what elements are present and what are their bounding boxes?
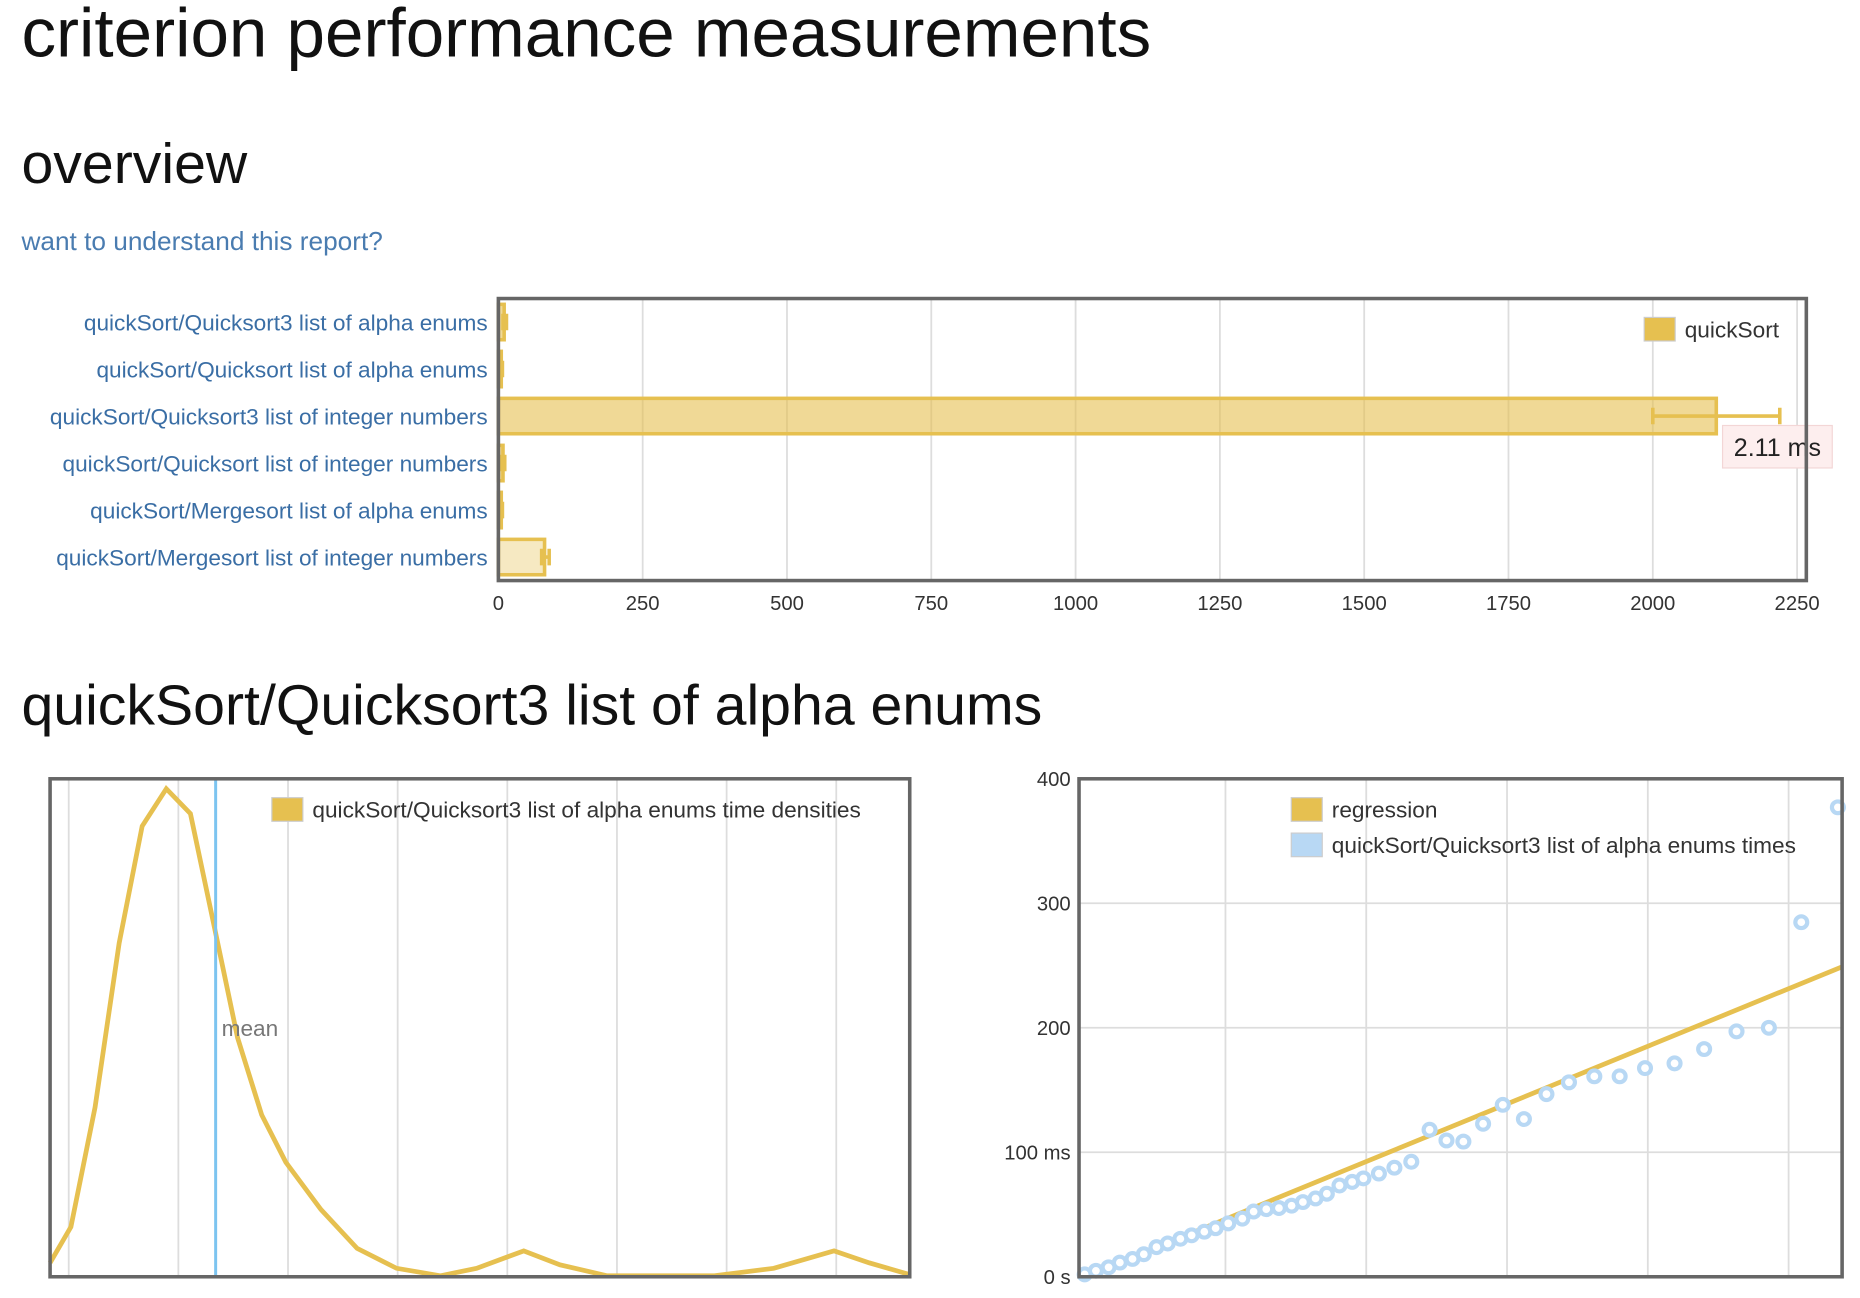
time-point	[1183, 1227, 1200, 1244]
annotation-label: mean	[222, 1016, 279, 1041]
error-bar	[539, 548, 551, 566]
y-tick-label: 100 ms	[1004, 1142, 1070, 1164]
tooltip-box	[1721, 424, 1833, 469]
legend-swatch	[1290, 797, 1323, 822]
x-tick-label: 2000	[1630, 593, 1675, 615]
y-tick-label: 300	[1037, 893, 1071, 915]
error-bar	[498, 501, 505, 519]
time-point	[1728, 1023, 1745, 1040]
x-tick-label: 750	[914, 593, 948, 615]
time-point	[1087, 1262, 1104, 1279]
bar	[496, 396, 1719, 436]
category-label: quickSort/Quicksort list of integer numb…	[62, 451, 487, 476]
time-point	[1207, 1220, 1224, 1237]
overview-heading: overview	[21, 132, 248, 196]
category-label: quickSort/Mergesort list of alpha enums	[90, 498, 487, 523]
plot-frame	[496, 296, 1809, 583]
x-tick-label: 1750	[1486, 593, 1531, 615]
y-tick-label: 0 s	[1044, 1267, 1071, 1289]
time-point	[1560, 1074, 1578, 1091]
x-tick-label: 1000	[1053, 593, 1098, 615]
help-link[interactable]: want to understand this report?	[20, 226, 382, 256]
error-bar	[498, 360, 505, 378]
x-tick-label: 500	[770, 593, 804, 615]
time-point	[1370, 1165, 1387, 1182]
time-point	[1438, 1132, 1455, 1149]
time-point	[1793, 914, 1810, 931]
error-bar	[501, 313, 509, 331]
legend-swatch	[271, 797, 304, 822]
time-point	[1234, 1210, 1251, 1227]
category-label: quickSort/Quicksort3 list of alpha enums	[84, 310, 488, 335]
legend-label: quickSort/Quicksort3 list of alpha enums…	[312, 798, 860, 823]
time-point	[1421, 1121, 1438, 1138]
time-point	[1331, 1177, 1348, 1194]
time-point	[1494, 1096, 1511, 1113]
time-point	[1455, 1133, 1472, 1150]
legend-label: quickSort	[1685, 318, 1780, 343]
time-point	[1135, 1246, 1152, 1263]
category-label: quickSort/Mergesort list of integer numb…	[56, 545, 487, 570]
time-point	[1636, 1060, 1654, 1077]
bar	[496, 537, 547, 577]
time-point	[1111, 1254, 1128, 1271]
section-heading: quickSort/Quicksort3 list of alpha enums	[21, 674, 1042, 738]
legend-label: regression	[1332, 798, 1438, 823]
legend-swatch	[1290, 832, 1323, 858]
time-point	[1666, 1055, 1683, 1072]
time-point	[1355, 1170, 1372, 1187]
y-tick-label: 400	[1037, 769, 1071, 791]
page-title: criterion performance measurements	[21, 0, 1151, 72]
time-point	[1386, 1159, 1403, 1176]
time-point	[1538, 1086, 1555, 1103]
time-point	[1696, 1041, 1713, 1058]
time-point	[1294, 1194, 1311, 1211]
error-bar	[1651, 407, 1782, 425]
legend-swatch	[1643, 316, 1676, 342]
plot-frame	[48, 777, 912, 1279]
x-tick-label: 1500	[1342, 593, 1387, 615]
time-point	[1318, 1185, 1335, 1202]
category-label: quickSort/Quicksort list of alpha enums	[96, 357, 487, 382]
time-point	[1403, 1153, 1420, 1170]
time-point	[1760, 1019, 1777, 1036]
plot-frame	[1077, 777, 1844, 1279]
time-point	[1270, 1200, 1287, 1217]
time-point	[1159, 1235, 1176, 1252]
time-point	[1220, 1215, 1237, 1232]
time-point	[1611, 1068, 1628, 1085]
x-tick-label: 2250	[1775, 593, 1820, 615]
density-curve	[48, 784, 910, 1279]
error-bar	[500, 454, 507, 472]
time-point	[1515, 1111, 1532, 1127]
time-point	[1586, 1068, 1603, 1085]
time-point	[1245, 1203, 1262, 1220]
x-tick-label: 1250	[1197, 593, 1242, 615]
time-point	[1475, 1115, 1492, 1132]
x-tick-label: 0	[493, 593, 504, 615]
legend-label: quickSort/Quicksort3 list of alpha enums…	[1332, 833, 1796, 858]
time-point	[1258, 1201, 1275, 1218]
y-tick-label: 200	[1037, 1018, 1071, 1040]
category-label: quickSort/Quicksort3 list of integer num…	[50, 404, 488, 429]
x-tick-label: 250	[626, 593, 660, 615]
